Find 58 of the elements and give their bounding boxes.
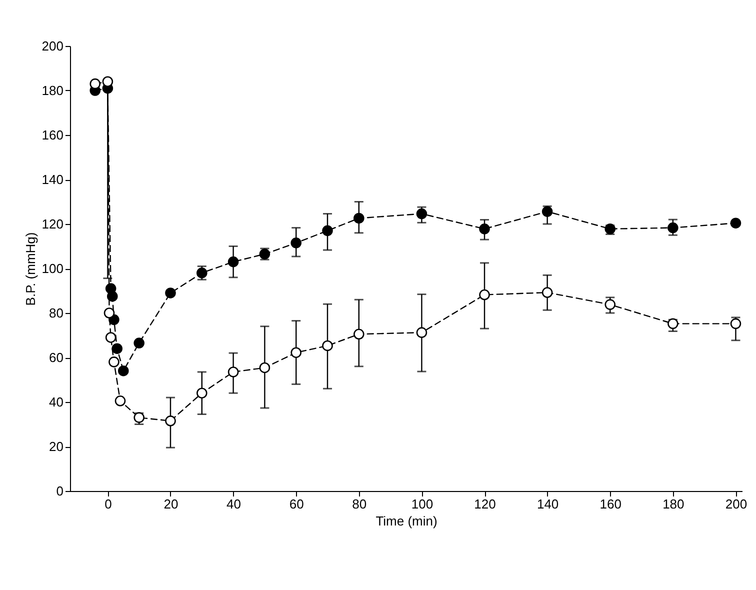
- x-tick-label: 140: [536, 496, 559, 512]
- point: [730, 218, 742, 228]
- point: [165, 288, 176, 298]
- x-axis-title: Time (min): [376, 514, 438, 528]
- x-tick-label: 60: [289, 496, 304, 512]
- point: [102, 76, 114, 87]
- x-tick-label: 200: [725, 496, 748, 512]
- y-tick-label: 20: [49, 439, 64, 454]
- y-tick-label: 80: [49, 306, 64, 320]
- point: [90, 78, 101, 90]
- point: [604, 299, 616, 310]
- x-tick-label: 120: [474, 496, 496, 512]
- x-tick-label: 80: [352, 496, 367, 512]
- point: [196, 268, 208, 278]
- x-tick-label: 40: [226, 496, 242, 512]
- point: [105, 332, 116, 343]
- y-tick-label: 180: [42, 83, 64, 98]
- point: [354, 328, 364, 340]
- point: [322, 340, 333, 352]
- point: [134, 338, 144, 348]
- point: [668, 222, 678, 234]
- y-tick-label: 120: [42, 216, 64, 232]
- point: [290, 238, 302, 248]
- point: [165, 416, 176, 426]
- y-tick-label: 60: [49, 350, 64, 365]
- x-tick-label: 100: [411, 496, 434, 512]
- point: [196, 388, 208, 398]
- point: [259, 362, 270, 374]
- point: [112, 343, 122, 354]
- point: [354, 212, 364, 224]
- y-tick-label: 40: [49, 394, 64, 410]
- x-tick-label: 180: [662, 496, 684, 512]
- point: [668, 318, 678, 330]
- point: [114, 396, 126, 406]
- point: [730, 318, 742, 330]
- point: [479, 224, 490, 234]
- point: [416, 327, 428, 338]
- point: [107, 290, 118, 302]
- point: [104, 308, 115, 318]
- x-tick-label: 0: [104, 496, 112, 512]
- y-tick-label: 100: [42, 261, 64, 276]
- point: [322, 225, 333, 236]
- point: [228, 366, 239, 378]
- y-tick-label: 0: [56, 484, 64, 498]
- point: [118, 365, 129, 376]
- point: [108, 356, 120, 368]
- y-tick-label: 140: [42, 172, 64, 187]
- point: [416, 208, 428, 220]
- x-tick-label: 160: [600, 496, 622, 512]
- y-axis-title: B.P. (mmHg): [22, 232, 38, 306]
- point: [542, 206, 553, 217]
- x-tick-label: 20: [164, 496, 178, 512]
- y-tick-label: 200: [42, 38, 64, 54]
- point: [290, 347, 302, 358]
- point: [542, 287, 553, 298]
- y-tick-label: 160: [42, 128, 64, 142]
- point: [228, 256, 239, 268]
- point: [479, 289, 490, 300]
